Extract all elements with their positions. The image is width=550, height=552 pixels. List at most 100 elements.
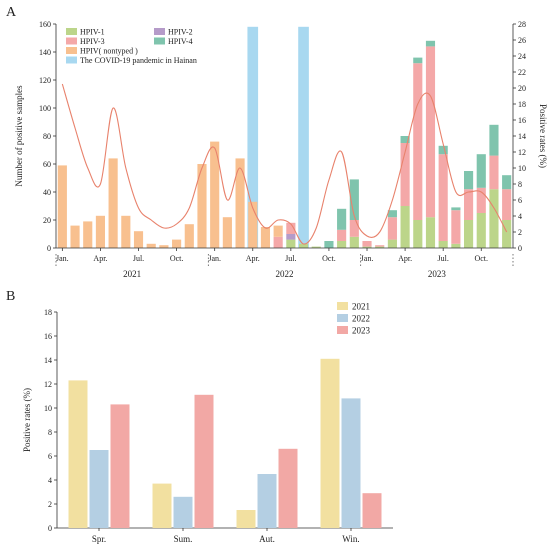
- y-tick-label: 14: [44, 356, 52, 365]
- y-tick-label-left: 20: [43, 216, 51, 225]
- bar-hpiv4: [463, 171, 474, 190]
- bar-2023: [278, 448, 298, 528]
- y-tick-label: 6: [48, 452, 52, 461]
- bar-hpiv3: [463, 189, 474, 220]
- y-tick-label-right: 20: [518, 84, 526, 93]
- year-label: 2021: [123, 269, 141, 279]
- legend-label: 2023: [352, 326, 371, 336]
- bar-hpiv3: [349, 220, 359, 237]
- bar-hpiv4: [324, 241, 334, 248]
- y-tick-label: 12: [44, 380, 52, 389]
- y-tick-label-right: 0: [518, 244, 522, 253]
- bar-nontyped: [133, 231, 144, 248]
- legend-swatch: [66, 56, 77, 64]
- rate-line: [61, 83, 508, 245]
- x-tick-label: Oct.: [322, 254, 336, 263]
- panel-a-label: A: [6, 5, 17, 20]
- y-tick-label: 18: [44, 308, 52, 317]
- panel-b-label: B: [6, 289, 15, 304]
- y-axis-title-left: Number of positive samples: [14, 85, 24, 187]
- x-tick-label: Jul.: [133, 254, 144, 263]
- y-tick-label-right: 12: [518, 148, 526, 157]
- bar-2022: [341, 398, 361, 528]
- bar-hpiv1: [476, 213, 486, 248]
- legend-label: HPIV-1: [80, 28, 105, 37]
- bar-2021: [152, 483, 172, 528]
- y-axis-title: Positive rates (%): [22, 388, 32, 452]
- y-axis-title-right: Positive rates (%): [538, 104, 548, 168]
- bar-hpiv4: [349, 179, 359, 220]
- bar-hpiv4: [387, 210, 397, 218]
- bar-nontyped: [273, 225, 283, 237]
- bar-hpiv1: [413, 220, 423, 248]
- bar-2021: [68, 380, 88, 528]
- y-tick-label-right: 8: [518, 180, 522, 189]
- bar-hpiv3: [476, 187, 486, 213]
- bar-hpiv1: [463, 220, 474, 248]
- bar-hpiv4: [400, 136, 410, 143]
- bar-2023: [362, 493, 382, 528]
- bar-hpiv1: [362, 246, 372, 248]
- bar-hpiv1: [349, 236, 359, 248]
- covid-band: [298, 26, 309, 248]
- y-tick-label-left: 0: [47, 244, 51, 253]
- legend-swatch: [66, 28, 77, 35]
- y-tick-label-right: 14: [518, 132, 526, 141]
- bar-nontyped: [108, 158, 118, 248]
- y-tick-label-right: 24: [518, 52, 526, 61]
- y-tick-label-left: 80: [43, 132, 51, 141]
- year-label: 2023: [428, 269, 447, 279]
- bar-nontyped: [172, 239, 182, 248]
- y-tick-label-left: 100: [39, 104, 51, 113]
- legend-swatch: [154, 37, 165, 45]
- bar-hpiv4: [489, 124, 499, 156]
- bar-nontyped: [57, 165, 67, 248]
- bar-2023: [110, 404, 130, 528]
- bar-hpiv4: [425, 40, 436, 47]
- bar-hpiv4: [413, 57, 423, 64]
- y-tick-label-right: 4: [518, 212, 522, 221]
- bar-hpiv3: [387, 217, 397, 240]
- x-tick-label: Jul.: [438, 254, 449, 263]
- y-tick-label: 16: [44, 332, 52, 341]
- bar-nontyped: [121, 215, 131, 248]
- legend-label: The COVID-19 pandemic in Hainan: [80, 56, 197, 65]
- x-tick-label: Apr.: [93, 254, 107, 263]
- y-tick-label: 2: [48, 500, 52, 509]
- bar-hpiv3: [375, 245, 385, 247]
- y-tick-label: 4: [48, 476, 52, 485]
- bar-hpiv1: [375, 246, 385, 248]
- bar-hpiv4: [337, 208, 347, 230]
- bar-nontyped: [210, 141, 220, 248]
- bar-nontyped: [184, 224, 194, 248]
- x-tick-label: Jan.: [56, 254, 69, 263]
- y-tick-label-right: 22: [518, 68, 526, 77]
- legend-label: 2022: [352, 314, 370, 324]
- bar-hpiv3: [286, 222, 296, 234]
- year-label: 2022: [276, 269, 294, 279]
- bar-hpiv1: [425, 217, 436, 248]
- legend-label: HPIV-4: [168, 37, 193, 46]
- chart-a: 0204060801001201401600246810121416182022…: [14, 20, 548, 279]
- bar-nontyped: [70, 225, 80, 248]
- bar-hpiv1: [400, 206, 410, 248]
- bar-hpiv3: [413, 63, 423, 221]
- y-tick-label: 10: [44, 404, 52, 413]
- bar-nontyped: [222, 217, 232, 248]
- bar-hpiv1: [438, 241, 448, 248]
- bar-hpiv3: [502, 189, 512, 220]
- y-tick-label-left: 140: [39, 48, 51, 57]
- bar-hpiv1: [298, 243, 309, 248]
- bar-2023: [194, 394, 214, 528]
- x-tick-label: Aut.: [259, 534, 275, 544]
- bar-hpiv1: [387, 239, 397, 248]
- legend-swatch: [154, 28, 165, 35]
- x-tick-label: Jan.: [208, 254, 221, 263]
- y-tick-label: 0: [48, 524, 52, 533]
- bar-hpiv3: [337, 229, 347, 241]
- bar-2021: [320, 358, 340, 528]
- bar-hpiv1: [502, 220, 512, 248]
- bar-hpiv3: [489, 155, 499, 190]
- bar-hpiv1: [311, 246, 321, 248]
